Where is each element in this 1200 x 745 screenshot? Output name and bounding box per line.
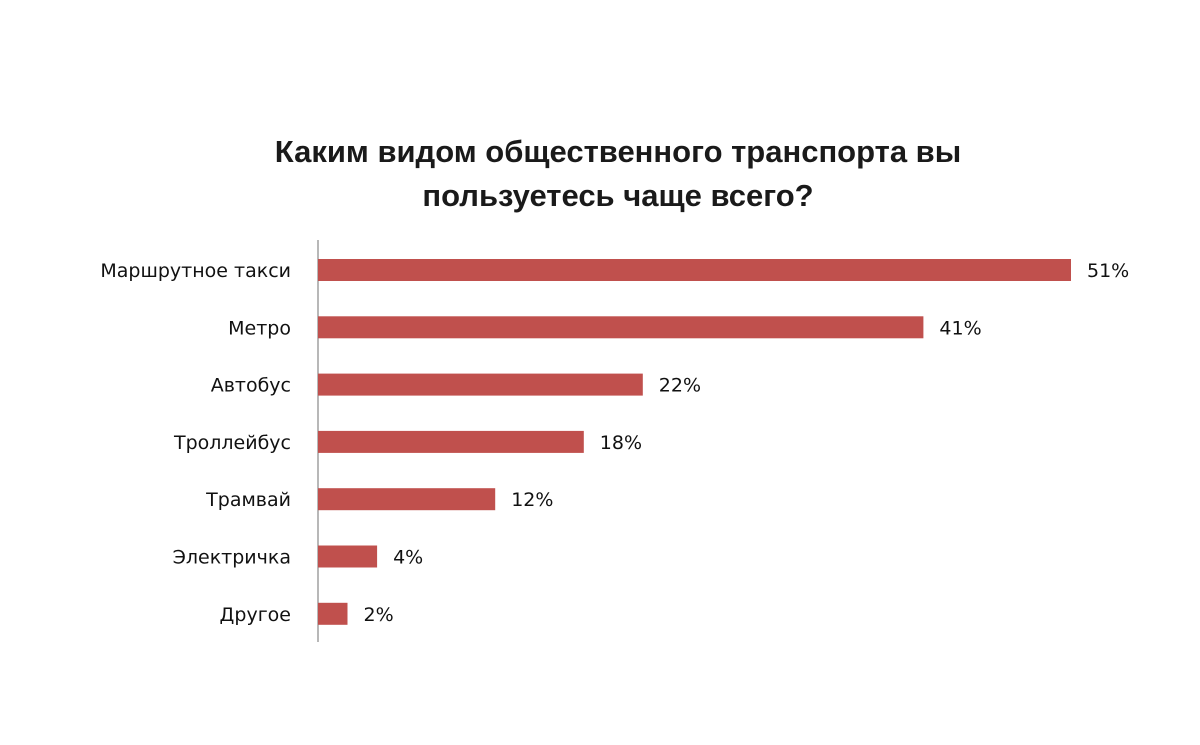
- value-label-1: 51%: [1087, 260, 1129, 282]
- category-labels-group: Маршрутное такси Метро Автобус Троллейбус Тр…: [100, 260, 291, 626]
- value-label-7: 2%: [364, 604, 394, 626]
- category-label-4: Троллейбус: [173, 432, 291, 454]
- value-label-4: 18%: [600, 432, 642, 454]
- bar-6: [318, 545, 378, 568]
- category-label-1: Маршрутное такси: [100, 260, 291, 282]
- category-label-6: Электричка: [173, 547, 291, 569]
- value-label-2: 41%: [939, 317, 981, 339]
- bars-group: [318, 259, 1071, 625]
- chart-title: Каким видом общественного транспорта вы …: [275, 134, 961, 213]
- chart-title-line-1: Каким видом общественного транспорта вы: [275, 134, 961, 169]
- bar-5: [318, 488, 496, 511]
- category-label-7: Другое: [220, 604, 291, 626]
- category-label-5: Трамвай: [205, 489, 291, 511]
- category-label-2: Метро: [228, 317, 291, 339]
- value-label-3: 22%: [659, 375, 701, 397]
- category-label-3: Автобус: [211, 375, 291, 397]
- value-labels-group: 51% 41% 22% 18% 12% 4% 2%: [364, 260, 1130, 626]
- bar-7: [318, 602, 348, 625]
- value-label-5: 12%: [511, 489, 553, 511]
- bar-4: [318, 430, 584, 453]
- bar-2: [318, 316, 924, 339]
- chart-title-line-2: пользуетесь чаще всего?: [422, 178, 813, 213]
- bar-3: [318, 373, 643, 396]
- value-label-6: 4%: [393, 547, 423, 569]
- bar-1: [318, 259, 1071, 281]
